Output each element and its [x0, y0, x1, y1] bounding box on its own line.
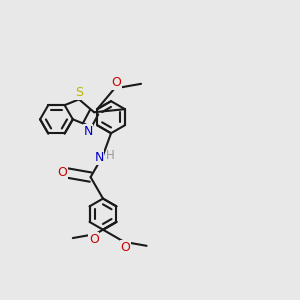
Text: N: N	[83, 125, 93, 138]
Text: O: O	[89, 233, 99, 246]
Text: H: H	[106, 148, 115, 162]
Text: O: O	[57, 166, 67, 179]
Text: O: O	[111, 76, 121, 89]
Text: N: N	[94, 151, 104, 164]
Text: O: O	[121, 241, 130, 254]
Text: S: S	[75, 86, 83, 99]
